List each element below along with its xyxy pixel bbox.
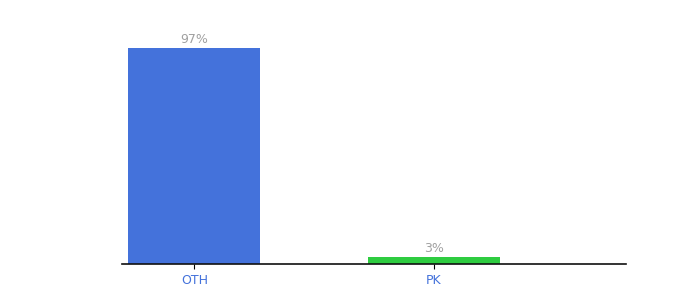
Text: 3%: 3%	[424, 242, 444, 255]
Bar	[129, 48, 260, 264]
Text: 97%: 97%	[180, 33, 208, 46]
Bar	[368, 257, 500, 264]
